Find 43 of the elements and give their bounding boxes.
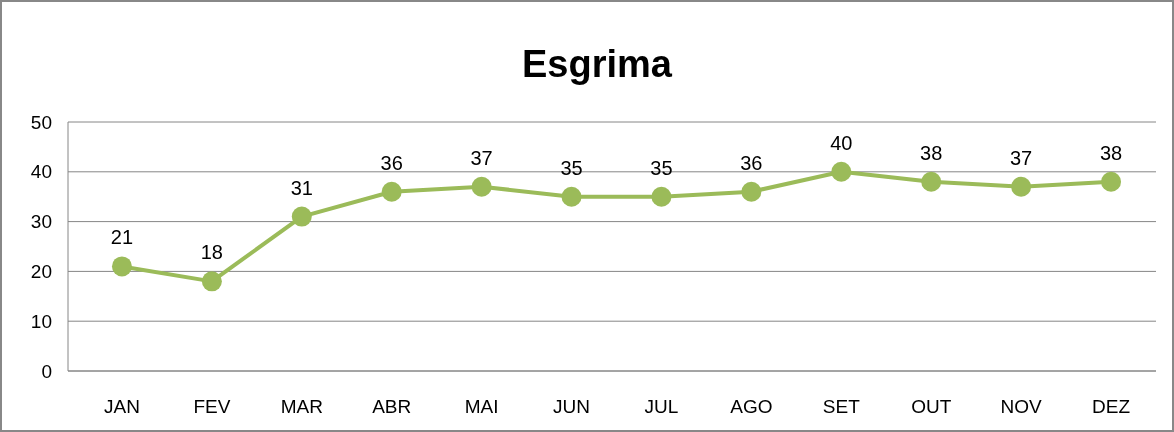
point [381, 181, 402, 202]
point [831, 161, 852, 182]
data-label: 37 [470, 146, 493, 169]
point [561, 186, 582, 207]
data-label: 35 [650, 156, 673, 179]
point [741, 181, 762, 202]
data-label: 38 [1099, 141, 1123, 164]
data-label: 36 [380, 151, 403, 174]
point [201, 271, 222, 292]
data-label: 40 [830, 131, 853, 154]
y-tick-label: 20 [30, 261, 52, 283]
x-tick-label: ABR [372, 396, 412, 417]
x-tick-label: NOV [1000, 396, 1043, 417]
point [111, 256, 132, 277]
data-label: 37 [1010, 146, 1033, 169]
chart-title: Esgrima [522, 43, 673, 85]
data-label: 35 [560, 156, 583, 179]
data-label: 21 [110, 226, 134, 249]
point [471, 176, 492, 197]
x-tick-label: MAI [464, 396, 499, 417]
x-tick-label: FEV [193, 396, 231, 417]
point [651, 186, 672, 207]
x-tick-label: AGO [730, 396, 773, 417]
x-tick-label: OUT [911, 396, 952, 417]
x-tick-label: MAR [280, 396, 323, 417]
point [1011, 176, 1032, 197]
y-tick-label: 50 [30, 111, 52, 133]
x-tick-label: JUN [553, 396, 591, 417]
point [1101, 171, 1122, 192]
data-label: 36 [740, 151, 763, 174]
y-tick-label: 10 [30, 310, 52, 332]
data-label: 18 [200, 241, 223, 264]
y-tick-label: 30 [30, 211, 52, 233]
x-tick-label: SET [822, 396, 861, 417]
x-tick-label: JAN [104, 396, 140, 417]
x-tick-label: DEZ [1092, 396, 1131, 417]
x-tick-label: JUL [644, 396, 679, 417]
y-tick-label: 0 [41, 360, 52, 382]
point [921, 171, 942, 192]
data-label: 31 [290, 176, 313, 199]
y-tick-label: 40 [30, 161, 52, 183]
point [291, 206, 312, 227]
data-label: 38 [920, 141, 943, 164]
